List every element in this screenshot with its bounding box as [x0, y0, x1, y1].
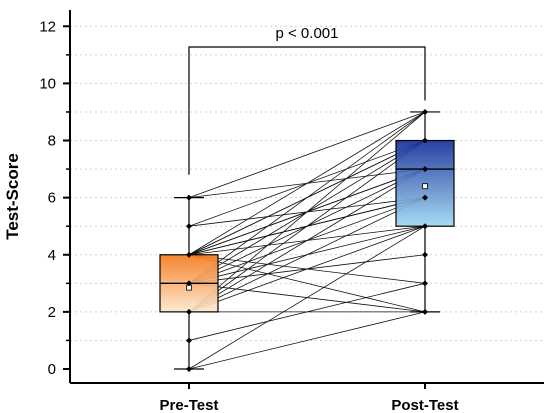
mean-marker: [422, 183, 428, 190]
data-point: [422, 223, 428, 230]
y-tick-label: 4: [48, 247, 56, 264]
data-point: [422, 280, 428, 287]
data-point: [186, 223, 192, 230]
data-point: [422, 194, 428, 201]
data-point: [422, 108, 428, 115]
data-point: [186, 194, 192, 201]
y-tick-label: 10: [39, 75, 56, 92]
p-value-label: p < 0.001: [276, 25, 339, 42]
x-tick-label: Post-Test: [391, 397, 458, 413]
pair-line: [188, 111, 426, 313]
axes: 0 2 4 6 8 10 12 Pre-Test Post-Test: [39, 10, 544, 413]
y-tick-label: 0: [48, 361, 56, 378]
pair-line: [188, 197, 426, 313]
pair-line: [188, 282, 426, 313]
y-tick-label: 12: [39, 18, 56, 35]
x-tick-label: Pre-Test: [160, 397, 219, 413]
paired-lines: [188, 111, 426, 370]
y-tick-label: 2: [48, 304, 56, 321]
data-point: [422, 251, 428, 258]
data-point: [186, 366, 192, 372]
pair-line: [188, 168, 426, 199]
y-tick-label: 6: [48, 190, 56, 207]
data-point: [422, 308, 428, 315]
pair-line: [188, 140, 426, 256]
pair-line: [188, 111, 426, 199]
pair-line: [188, 197, 426, 256]
y-axis-title: Test-Score: [3, 153, 22, 240]
pair-line: [188, 311, 426, 370]
significance-annotation: p < 0.001: [188, 25, 426, 175]
pair-line: [188, 254, 426, 313]
data-point: [422, 166, 428, 173]
significance-bracket: [188, 46, 426, 175]
pair-line: [188, 225, 426, 256]
y-tick-label: 8: [48, 133, 56, 150]
data-point: [186, 337, 192, 344]
data-point: [186, 280, 192, 287]
data-point: [186, 251, 192, 258]
data-point: [186, 308, 192, 315]
data-points: [186, 108, 428, 372]
data-point: [422, 137, 428, 144]
